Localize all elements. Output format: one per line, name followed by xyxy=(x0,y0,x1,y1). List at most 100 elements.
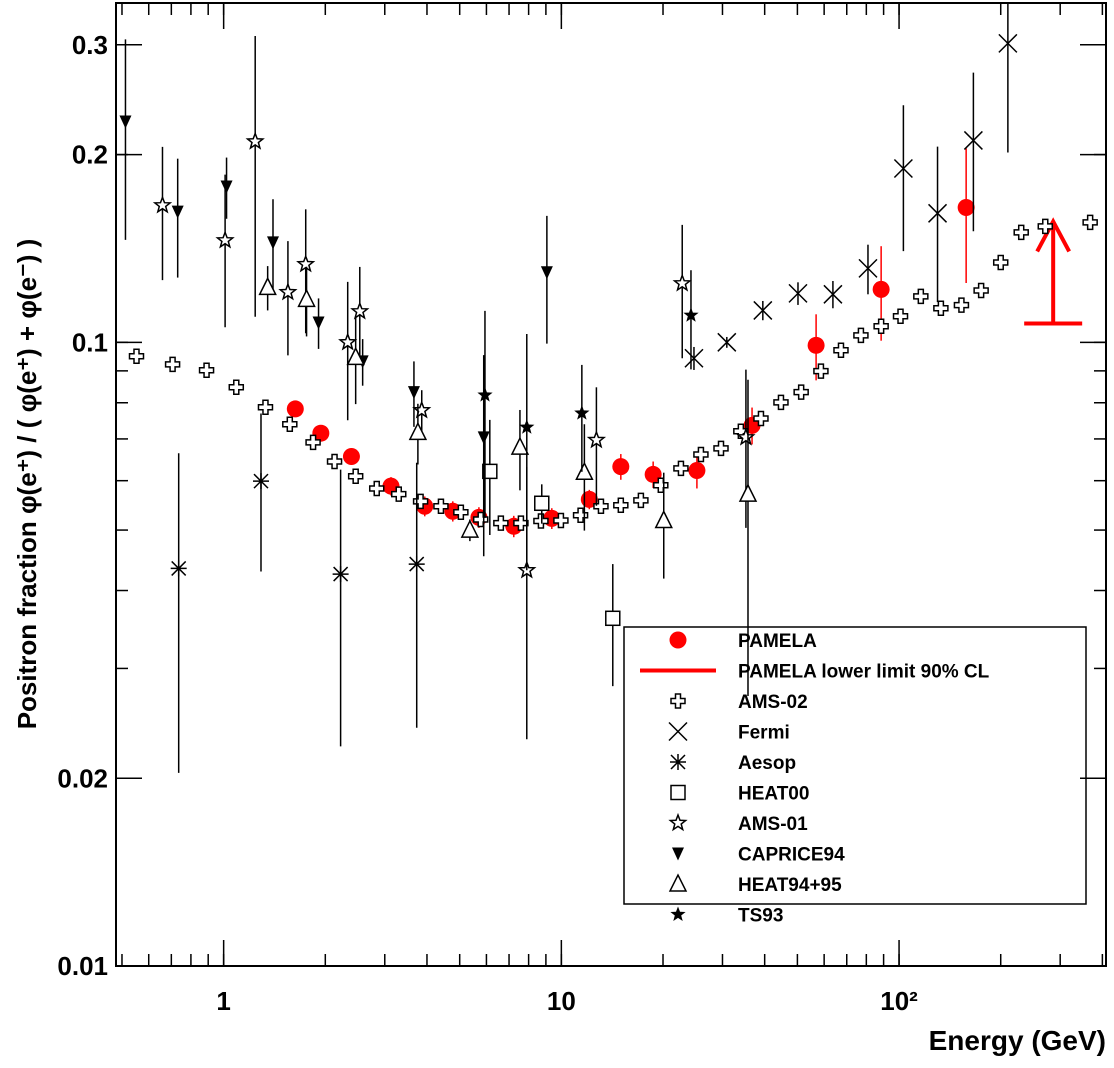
marker-circle xyxy=(688,461,706,479)
marker-cross xyxy=(753,410,769,427)
legend-swatch xyxy=(668,812,688,832)
marker-circle xyxy=(286,400,304,418)
marker-x xyxy=(788,283,808,303)
marker-star xyxy=(412,400,432,419)
legend-label: TS93 xyxy=(738,906,783,927)
legend-swatch xyxy=(669,631,687,649)
legend-swatch xyxy=(668,721,688,742)
marker-star xyxy=(586,429,607,449)
y-tick-label: 0.02 xyxy=(57,763,108,793)
legend-label: PAMELA lower limit 90% CL xyxy=(738,662,990,683)
marker-triangle xyxy=(654,509,673,529)
marker-asterisk xyxy=(408,556,425,573)
marker-star xyxy=(672,273,692,292)
marker-square xyxy=(605,610,621,627)
marker-triangle xyxy=(171,205,184,219)
marker-cross xyxy=(933,300,949,317)
marker-cross xyxy=(793,384,809,400)
marker-star xyxy=(736,427,756,446)
marker-circle xyxy=(382,477,400,495)
marker-cross xyxy=(953,297,970,313)
marker-cross xyxy=(813,363,829,379)
x-tick-label: 10 xyxy=(547,986,576,1016)
limit-arrow xyxy=(1035,217,1071,324)
marker-cross xyxy=(1082,214,1098,231)
marker-triangle xyxy=(312,316,325,330)
x-tick-label: 1 xyxy=(216,986,230,1016)
marker-triangle xyxy=(575,461,594,480)
marker-asterisk xyxy=(332,566,349,583)
legend-swatch xyxy=(668,873,688,892)
marker-cross xyxy=(1037,218,1054,235)
marker-cross xyxy=(673,460,689,477)
marker-cross xyxy=(973,282,989,299)
legend-label: Aesop xyxy=(738,753,796,774)
marker-cross xyxy=(773,394,789,411)
legend-box xyxy=(623,626,1087,905)
marker-star xyxy=(152,195,173,214)
legend-swatch xyxy=(670,784,686,801)
marker-cross xyxy=(513,515,529,531)
marker-circle xyxy=(342,448,360,466)
marker-triangle xyxy=(408,421,428,441)
marker-cross xyxy=(713,440,729,457)
marker-cross xyxy=(853,327,869,344)
marker-triangle xyxy=(738,483,758,502)
legend-swatch xyxy=(670,906,686,921)
marker-star xyxy=(519,419,535,434)
marker-circle xyxy=(807,336,825,354)
marker-star xyxy=(296,254,316,273)
legend-label: AMS-02 xyxy=(738,692,808,713)
marker-cross xyxy=(433,498,449,514)
marker-asterisk xyxy=(252,473,269,490)
marker-cross xyxy=(693,446,709,463)
marker-cross xyxy=(257,399,274,415)
marker-square xyxy=(534,495,550,512)
marker-triangle xyxy=(460,519,480,538)
marker-cross xyxy=(533,513,549,529)
marker-cross xyxy=(347,468,364,484)
legend-swatch xyxy=(670,754,686,770)
marker-circle xyxy=(872,280,890,298)
marker-cross xyxy=(1013,224,1029,241)
marker-circle xyxy=(957,199,975,217)
marker-star xyxy=(477,387,493,402)
marker-x xyxy=(893,158,913,179)
marker-triangle xyxy=(346,346,365,366)
marker-triangle xyxy=(540,266,553,280)
legend-swatch xyxy=(670,693,686,709)
y-tick-label: 0.1 xyxy=(72,327,108,357)
marker-triangle xyxy=(220,180,233,194)
marker-star xyxy=(278,282,298,301)
marker-x xyxy=(823,284,843,304)
marker-star xyxy=(338,332,358,351)
marker-star xyxy=(215,230,235,249)
plot-frame xyxy=(115,2,1107,967)
marker-cross xyxy=(572,507,589,524)
marker-cross xyxy=(282,416,298,432)
marker-circle xyxy=(612,458,630,476)
marker-x xyxy=(928,203,948,223)
y-tick-label: 0.3 xyxy=(72,30,108,60)
x-axis-label: Energy (GeV) xyxy=(929,1025,1106,1056)
marker-star xyxy=(683,307,699,322)
marker-cross xyxy=(913,288,929,305)
marker-cross xyxy=(992,254,1009,271)
marker-cross xyxy=(453,504,469,520)
marker-cross xyxy=(613,497,629,513)
legend-label: AMS-01 xyxy=(738,814,808,835)
marker-cross xyxy=(326,453,343,470)
marker-cross xyxy=(198,362,215,379)
marker-triangle xyxy=(510,436,530,455)
marker-cross xyxy=(164,356,181,373)
legend-swatch xyxy=(672,847,684,861)
marker-triangle xyxy=(266,236,279,250)
legend-label: CAPRICE94 xyxy=(738,845,845,866)
marker-cross xyxy=(128,348,145,364)
marker-x xyxy=(858,258,878,278)
marker-x xyxy=(717,332,737,352)
marker-circle xyxy=(644,465,662,483)
marker-cross xyxy=(493,515,509,531)
marker-x xyxy=(963,130,983,150)
